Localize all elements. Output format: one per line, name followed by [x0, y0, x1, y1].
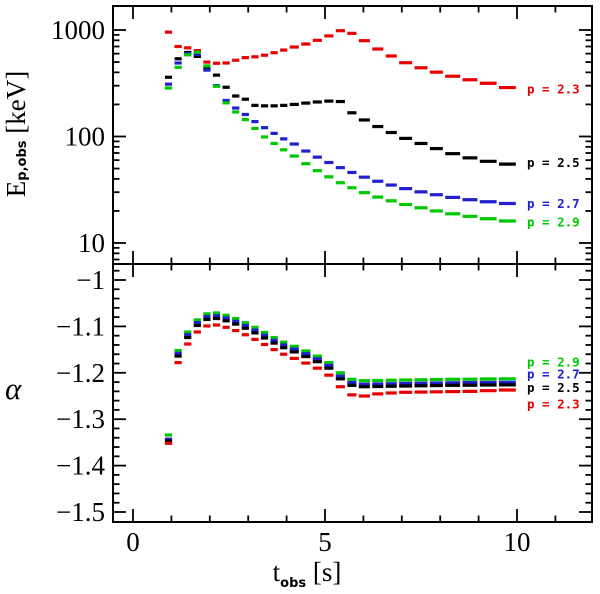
series-green	[164, 50, 516, 223]
svg-text:−1.3: −1.3	[56, 404, 105, 434]
series-red	[164, 323, 516, 445]
ylabel-symbol: E	[0, 180, 31, 198]
series-blue	[164, 52, 516, 206]
series-label-green: p = 2.9	[527, 355, 580, 370]
xlabel-symbol: t	[272, 557, 281, 587]
xlabel-unit: [s]	[306, 557, 342, 587]
svg-text:−1.1: −1.1	[56, 311, 105, 341]
svg-text:10: 10	[504, 527, 531, 557]
series-label-red: p = 2.3	[527, 396, 580, 411]
svg-text:−1.4: −1.4	[56, 451, 105, 481]
svg-text:10: 10	[78, 228, 105, 258]
svg-text:−1.2: −1.2	[56, 358, 105, 388]
series-black	[164, 316, 516, 443]
ylabel-subscript: p,obs	[14, 140, 30, 181]
xlabel-subscript: obs	[280, 576, 307, 591]
series-green	[164, 311, 516, 437]
x-axis-label: tobs [s]	[237, 557, 377, 591]
bottom-y-axis-label: α	[5, 371, 22, 406]
series-label-red: p = 2.3	[527, 81, 580, 96]
series-black	[164, 50, 516, 166]
svg-text:1000: 1000	[51, 15, 105, 45]
series-label-blue: p = 2.7	[527, 367, 580, 382]
series-red	[164, 29, 516, 90]
svg-text:100: 100	[65, 122, 106, 152]
series-label-green: p = 2.9	[527, 215, 580, 230]
series-label-black: p = 2.5	[527, 155, 580, 170]
ylabel-unit: [keV]	[0, 70, 31, 141]
svg-text:−1.5: −1.5	[56, 497, 105, 527]
svg-text:0: 0	[126, 527, 140, 557]
series-label-black: p = 2.5	[527, 380, 580, 395]
series-blue	[164, 314, 516, 441]
series-label-blue: p = 2.7	[527, 196, 580, 211]
svg-text:5: 5	[318, 527, 332, 557]
svg-text:−1: −1	[76, 265, 105, 295]
